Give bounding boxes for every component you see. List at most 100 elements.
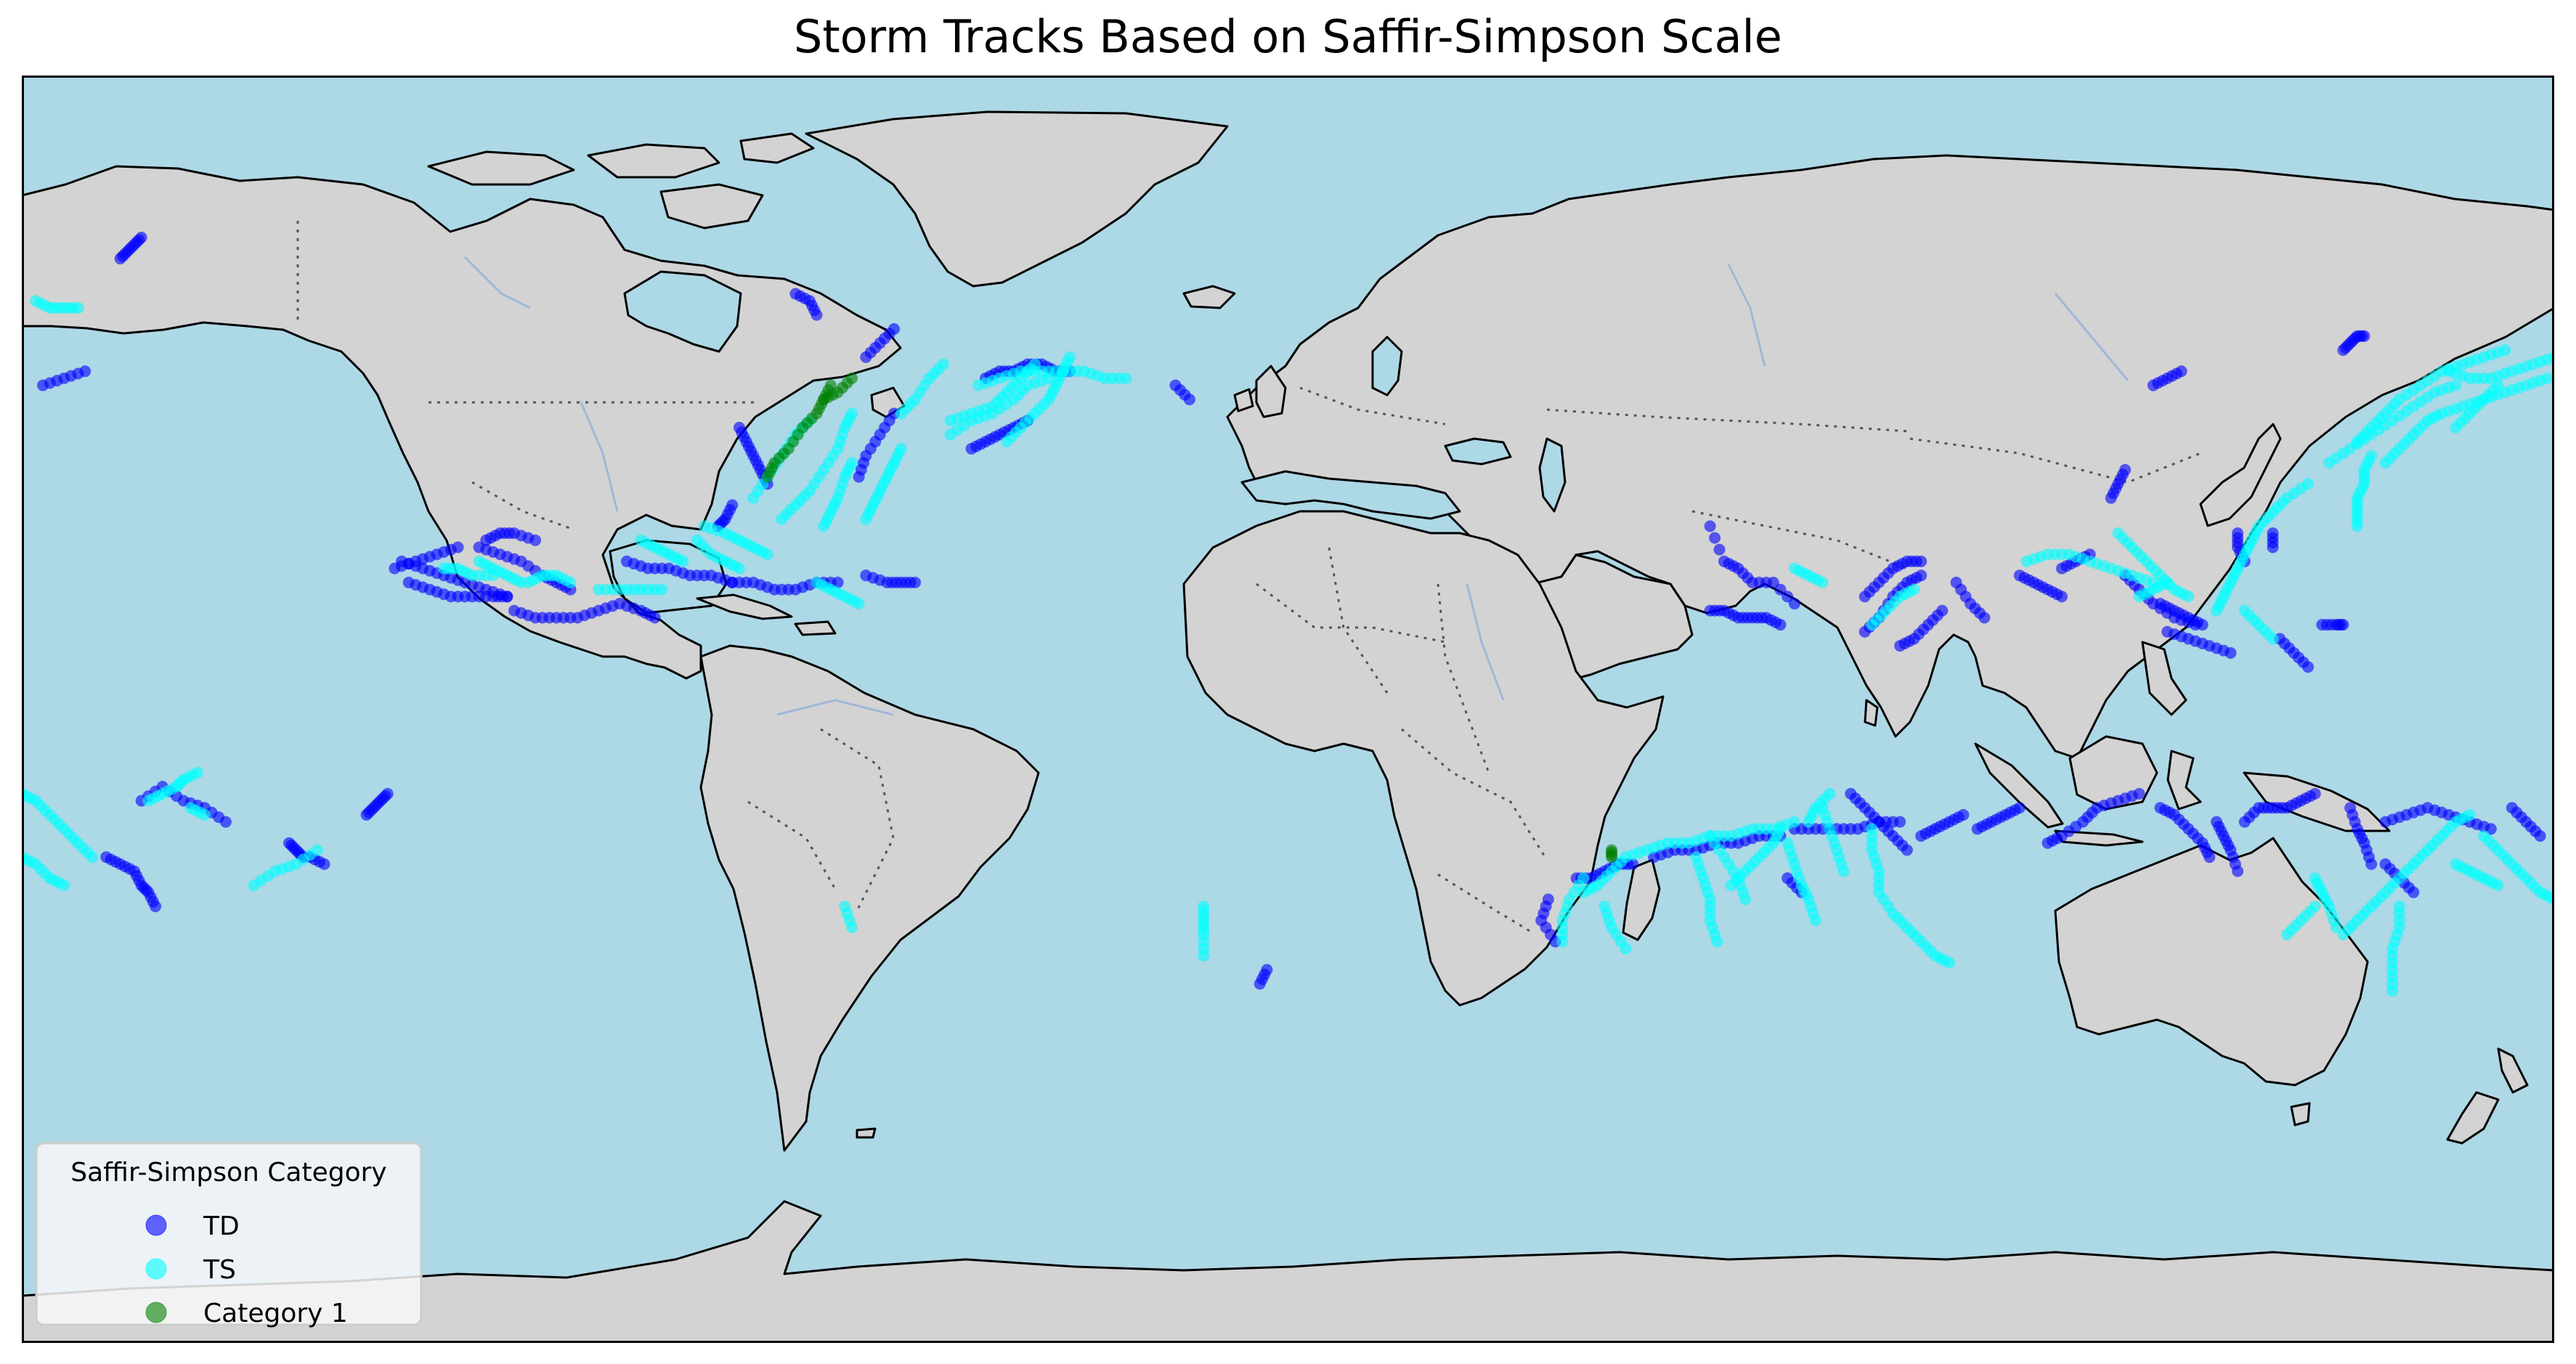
storm-point-td <box>810 309 823 321</box>
landmass-antarctica <box>22 1200 2554 1343</box>
storm-point-category-1 <box>845 372 858 384</box>
storm-point-ts <box>677 555 689 567</box>
baltic-sea <box>1371 336 1403 397</box>
storm-point-td <box>2301 661 2314 673</box>
storm-point-td <box>501 590 513 603</box>
storm-point-ts <box>1837 865 1850 877</box>
storm-point-td <box>1915 555 1927 567</box>
border-line <box>1909 437 2201 484</box>
landmass-iceland <box>1182 285 1236 309</box>
mediterranean-sea <box>1240 470 1461 520</box>
storm-point-ts <box>192 766 204 779</box>
storm-point-ts <box>1064 351 1076 363</box>
landmass-arctic-island <box>427 150 575 186</box>
storm-point-td <box>649 612 661 624</box>
landmass-south-america <box>699 644 1040 1152</box>
storm-point-ts <box>2450 379 2462 391</box>
landmass-cuba <box>696 593 793 620</box>
storm-point-ts <box>1739 893 1752 906</box>
storm-point-td <box>2365 858 2378 870</box>
storm-point-ts <box>515 577 527 588</box>
storm-point-ts <box>656 583 668 596</box>
landmass-great-britain <box>1255 365 1287 418</box>
storm-point-ts <box>1620 943 1632 955</box>
storm-point-td <box>2154 598 2166 610</box>
storm-point-td <box>2534 830 2546 842</box>
storm-point-ts <box>1711 935 1723 948</box>
storm-point-ts <box>895 442 907 455</box>
storm-point-ts <box>184 802 197 814</box>
storm-point-td <box>2013 802 2026 814</box>
storm-point-ts <box>853 598 865 610</box>
storm-point-ts <box>1943 957 1955 969</box>
river <box>776 699 894 716</box>
storm-point-td <box>1774 583 1787 596</box>
legend-label-category-1: Category 1 <box>203 1299 348 1328</box>
border-line <box>1256 582 1446 644</box>
storm-point-td <box>888 323 901 335</box>
legend-marker-ts <box>145 1258 167 1280</box>
storm-point-td <box>2133 787 2145 800</box>
river <box>1727 264 1766 367</box>
storm-point-ts <box>2161 577 2174 588</box>
storm-point-ts <box>1824 787 1836 800</box>
storm-point-ts <box>72 301 84 314</box>
axes-frame <box>22 76 2554 1343</box>
storm-point-td <box>2013 569 2026 582</box>
landmass-arctic-island <box>739 132 815 164</box>
black-sea <box>1444 437 1512 466</box>
river <box>1466 583 1505 701</box>
landmass-new-zealand-south <box>2446 1091 2500 1145</box>
storm-point-ts <box>1198 949 1210 962</box>
legend: Saffir-Simpson Category TD TS Category 1 <box>35 1142 423 1328</box>
rivers <box>463 256 2129 716</box>
storm-point-td <box>1767 577 1779 588</box>
border-line <box>471 481 574 531</box>
landmass-tasmania <box>2290 1102 2311 1126</box>
landmass-greenland <box>805 110 1229 288</box>
storm-point-td <box>1788 598 1800 610</box>
storm-point-ts <box>1774 823 1787 835</box>
storm-point-td <box>219 816 232 828</box>
storm-point-ts <box>845 457 858 469</box>
storm-point-td <box>1894 816 1906 828</box>
storm-point-ts <box>761 548 773 561</box>
border-line <box>1691 510 1911 571</box>
legend-label-td: TD <box>203 1211 240 1241</box>
border-line <box>1401 728 1548 861</box>
storm-point-td <box>2161 625 2174 638</box>
storm-point-td <box>135 231 147 243</box>
storm-point-ts <box>2393 900 2405 912</box>
storm-point-td <box>1781 590 1794 603</box>
storm-point-td <box>1183 393 1195 405</box>
storm-point-ts <box>1816 577 1829 588</box>
storm-point-td <box>2267 541 2279 553</box>
storm-point-td <box>452 541 464 553</box>
storm-points <box>22 231 2554 997</box>
storm-point-ts <box>845 407 858 420</box>
storm-point-td <box>1957 808 1970 821</box>
landmass-japan <box>2199 423 2282 527</box>
landmass-arctic-island <box>587 143 720 179</box>
landmass-falklands <box>856 1127 877 1139</box>
storm-point-ts <box>1908 583 1920 596</box>
storm-point-ts <box>2280 928 2293 941</box>
landmass-madagascar <box>1622 858 1661 941</box>
border-line <box>1437 583 1490 774</box>
landmass-ireland <box>1233 388 1254 413</box>
storm-point-ts <box>2463 808 2476 821</box>
storm-point-ts <box>1556 935 1569 948</box>
storm-point-td <box>1704 520 1716 532</box>
storm-point-ts <box>2182 590 2195 603</box>
border-line <box>1546 408 1911 433</box>
storm-point-td <box>1254 978 1266 990</box>
storm-point-td <box>909 577 922 588</box>
storm-point-td <box>1901 844 1913 856</box>
border-line <box>820 728 895 912</box>
land-layer <box>22 110 2554 1343</box>
storm-point-td <box>1978 612 1991 624</box>
storm-point-ts <box>2492 879 2504 891</box>
storm-point-ts <box>2541 372 2553 384</box>
legend-box <box>35 1142 423 1326</box>
landmass-sumatra <box>1974 742 2064 829</box>
